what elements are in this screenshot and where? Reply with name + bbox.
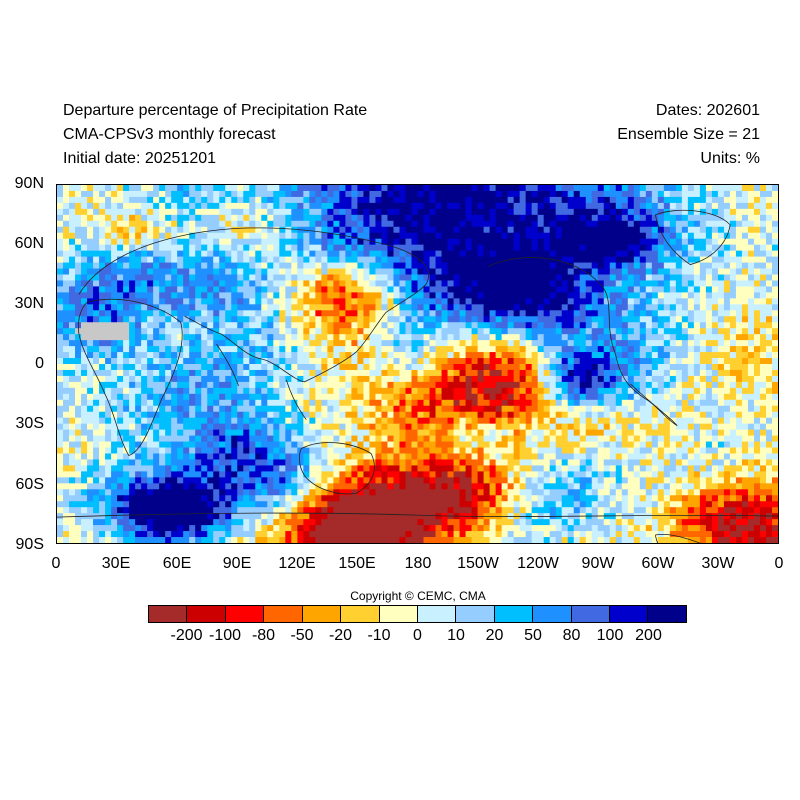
map-subtitle: CMA-CPSv3 monthly forecast [63,126,276,143]
colorbar-swatch [648,606,686,622]
colorbar-swatch [533,606,572,622]
lat-label-60s: 60S [15,476,44,493]
colorbar-label: -200 [170,627,203,644]
colorbar-swatch [302,606,342,622]
colorbar-label: -80 [251,627,276,644]
lon-label-150w: 150W [457,555,499,572]
lon-label-120e: 120E [278,555,316,572]
precipitation-anomaly-map [56,184,779,544]
lon-label-60w: 60W [641,555,675,572]
lon-label-120w: 120W [517,555,559,572]
colorbar-label: 50 [524,627,542,644]
lon-label-60e: 60E [162,555,192,572]
colorbar-label: 0 [413,627,422,644]
lon-label-0-end: 0 [774,555,784,572]
lon-label-150e: 150E [338,555,376,572]
colorbar-swatch [379,606,418,622]
colorbar-label: 10 [447,627,465,644]
colorbar-label: -50 [290,627,314,644]
colorbar-label: 80 [562,627,581,644]
lon-label-90w: 90W [581,555,615,572]
initial-date: Initial date: 20251201 [63,150,217,167]
lat-label-equator: 0 [35,355,44,372]
colorbar-label: -10 [367,627,391,644]
units-label: Units: % [700,150,760,167]
forecast-dates: Dates: 202601 [655,102,760,119]
colorbar-swatch [456,606,495,622]
anomaly-field [57,185,778,543]
lat-label-60n: 60N [14,235,44,252]
colorbar [148,605,687,623]
colorbar-swatch [264,606,303,622]
colorbar-swatch [417,606,457,622]
colorbar-label: 100 [596,627,624,644]
colorbar-swatch [610,606,649,622]
colorbar-swatch [494,606,534,622]
coastlines [57,209,778,543]
copyright-notice: Copyright © CEMC, CMA [350,589,486,603]
colorbar-swatch [187,606,226,622]
lat-label-90s: 90S [15,536,44,553]
colorbar-swatch [225,606,265,622]
lat-label-30s: 30S [15,415,44,432]
colorbar-swatch [149,606,188,622]
lon-label-30e: 30E [101,555,131,572]
lon-label-30w: 30W [701,555,735,572]
lon-label-0: 0 [51,555,61,572]
colorbar-label: -100 [208,627,242,644]
colorbar-label: 20 [485,627,504,644]
colorbar-label: -20 [328,627,353,644]
lon-label-180: 180 [404,555,432,572]
colorbar-label: 200 [635,627,662,644]
colorbar-swatch [341,606,380,622]
lat-label-90n: 90N [14,175,44,192]
ensemble-size: Ensemble Size = 21 [617,126,760,143]
map-title: Departure percentage of Precipitation Ra… [63,102,368,119]
colorbar-swatch [571,606,611,622]
lat-label-30n: 30N [14,295,44,312]
lon-label-90e: 90E [222,555,252,572]
